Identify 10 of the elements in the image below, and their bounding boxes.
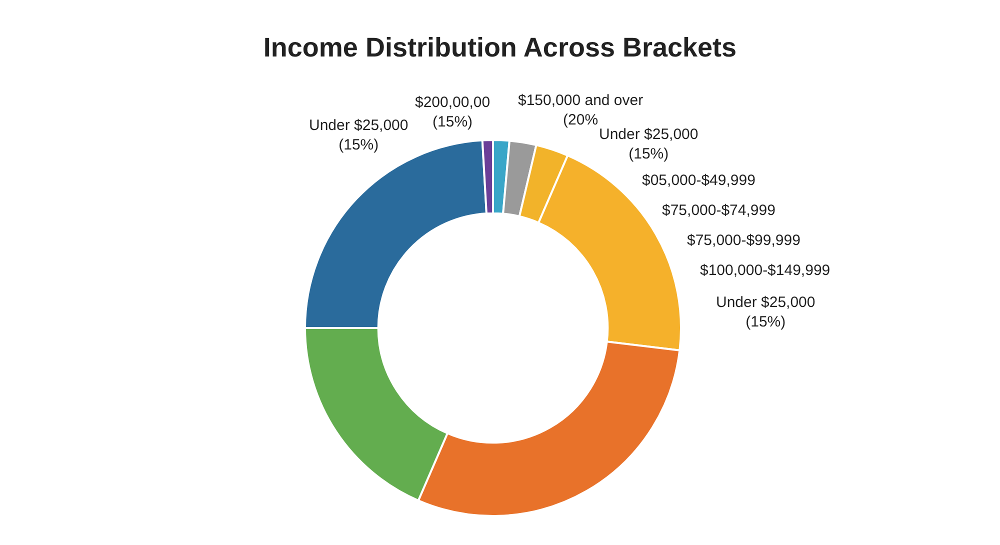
text: $75,000-$74,999 — [662, 202, 776, 219]
text: Under $25,000 (15%) — [599, 126, 698, 162]
text: $75,000-$99,999 — [687, 232, 800, 249]
text: $200,00,00 (15%) — [415, 94, 490, 130]
text: Under $25,000 (15%) — [716, 294, 816, 330]
text: $150,000 and over (20% — [518, 92, 644, 128]
text: Under $25,000 (15%) — [309, 117, 408, 154]
chart-title: Income Distribution Across Brackets — [263, 32, 737, 62]
text: $05,000-$49,999 — [642, 172, 756, 189]
text: $100,000-$149,999 — [700, 262, 830, 279]
